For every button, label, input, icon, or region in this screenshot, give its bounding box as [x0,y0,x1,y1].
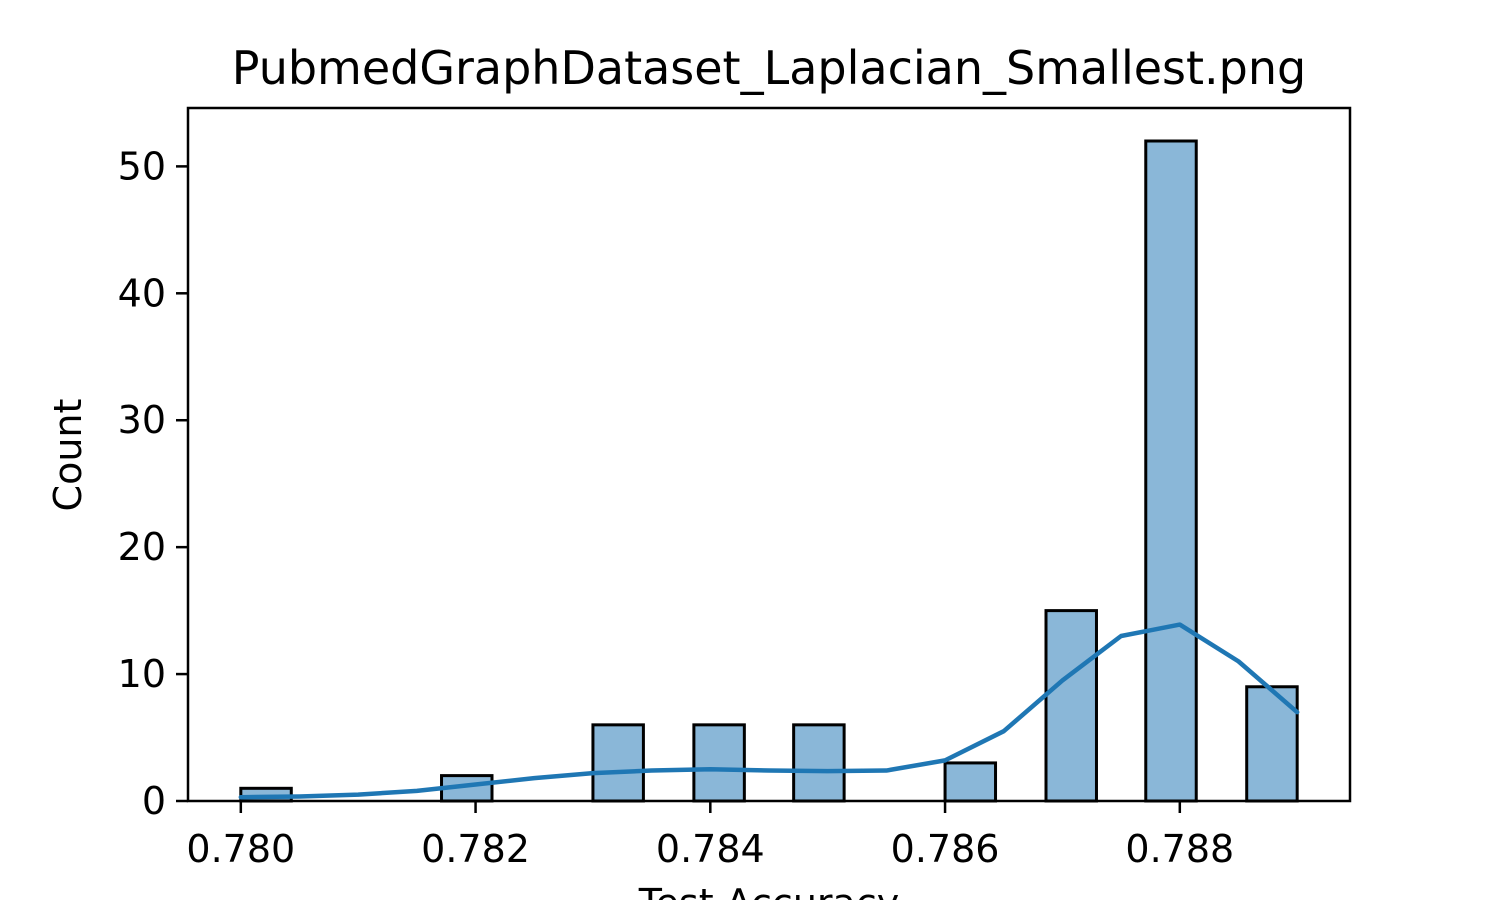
y-tick-label: 0 [142,779,166,823]
x-tick-label: 0.782 [421,827,530,871]
x-tick-label: 0.786 [891,827,1000,871]
histogram-bar [1144,139,1198,803]
histogram-bar [692,723,746,803]
x-tick-label: 0.788 [1125,827,1234,871]
y-tick-label: 20 [118,525,166,569]
y-axis: 0 10 20 30 40 50 [118,144,188,823]
y-tick-label: 30 [118,398,166,442]
y-tick-label: 10 [118,652,166,696]
y-tick-label: 50 [118,144,166,188]
plot-frame [186,106,1352,803]
histogram-bar [1044,609,1098,803]
histogram-bars [239,139,1299,803]
x-axis: 0.780 0.782 0.784 0.786 0.788 [186,801,1234,871]
histogram-bar [943,761,998,803]
y-tick-label: 40 [118,271,166,315]
x-axis-label: Test Accuracy [638,881,899,900]
histogram-bar [792,723,846,803]
histogram-bar [591,723,645,803]
y-axis-label: Count [46,399,90,512]
x-tick-label: 0.784 [656,827,765,871]
kde-curve [238,622,1300,800]
x-tick-label: 0.780 [186,827,295,871]
chart-title: PubmedGraphDataset_Laplacian_Smallest.pn… [232,41,1306,95]
